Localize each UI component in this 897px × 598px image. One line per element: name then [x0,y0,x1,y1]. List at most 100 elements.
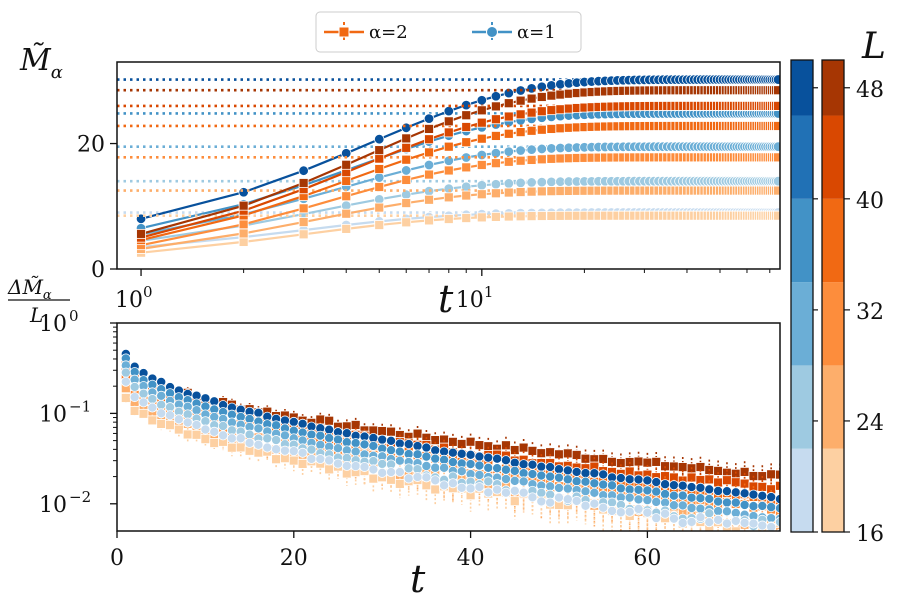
bottom-point [350,438,361,449]
top-point [773,152,780,163]
bottom-point [253,407,264,418]
bottom-point [341,460,352,471]
top-point [374,164,385,174]
bottom-point [465,436,476,447]
bottom-point [377,467,388,478]
legend-alpha1-label: α=1 [517,22,556,43]
bottom-point [500,455,511,466]
top-point [536,124,547,135]
colorbar-tick-label: 24 [856,411,884,436]
bottom-point [297,447,308,458]
top-point [536,92,547,102]
top-point [526,186,537,197]
bottom-point [545,481,556,492]
bottom-point [209,411,220,422]
top-ylabel-sub: α [51,62,63,83]
bottom-point [624,506,635,517]
top-point [491,211,501,222]
bottom-point [120,367,131,378]
bottom-point [757,490,768,501]
top-point [503,128,514,139]
colorbars: 48 40 32 24 16 L [790,26,886,547]
bottom-point [775,494,780,505]
bottom-point [456,448,467,459]
bottom-point [580,453,591,464]
bottom-point [483,441,494,452]
bottom-ylabel-num: ΔM̃α [7,275,52,303]
bottom-point [120,393,131,403]
bottom-series-10 [120,376,780,531]
bottom-point [492,453,503,464]
bottom-point [156,399,167,410]
bottom-point [324,433,335,444]
top-point [503,211,514,222]
bottom-point [757,520,768,531]
bottom-point [536,487,547,498]
colorbar-orange-segment [822,60,844,116]
bottom-point [668,513,679,524]
bottom-point [288,455,299,466]
top-point [546,105,557,116]
bottom-point [668,480,679,491]
legend-alpha2-marker [324,22,364,42]
bottom-point [377,426,388,436]
top-point [461,152,472,163]
bottom-point [607,456,617,467]
bottom-point [730,487,741,498]
bottom-point [775,469,780,480]
bottom-point [518,476,529,487]
bottom-point [607,497,618,508]
bottom-point [766,469,777,480]
top-point [491,114,501,125]
top-point [401,154,412,165]
top-point [401,142,412,153]
top-point [298,229,309,240]
top-point [555,123,566,134]
bottom-point [642,475,653,486]
top-series-7 [117,152,780,251]
top-point [401,165,412,176]
bottom-point [651,456,662,467]
bottom-point [474,460,485,471]
bottom-point [492,484,503,495]
bottom-point [615,507,626,518]
bottom-point [218,420,229,431]
top-xtick-label: 101 [456,283,494,313]
top-point [503,178,514,189]
bottom-point [527,445,538,456]
bottom-point [571,466,582,477]
bottom-point [536,470,547,481]
colorbar-orange-segment [822,115,844,199]
bottom-point [324,455,335,466]
top-point [546,143,557,154]
bottom-point [439,446,450,457]
top-point [476,95,488,106]
top-point [555,186,566,196]
bottom-point [562,474,573,485]
top-point [536,211,547,221]
colorbar-ticks: 48 40 32 24 16 [813,78,884,547]
top-xlabel: t [438,277,454,321]
top-point [424,147,434,158]
bottom-point [518,487,529,498]
bottom-point [607,505,618,516]
top-data-layer [117,74,780,258]
top-point [526,125,537,136]
top-point [476,189,487,200]
top-point [503,111,514,122]
top-point [526,83,537,94]
bottom-point [200,424,211,435]
bottom-point [191,419,202,430]
top-point [238,200,249,211]
bottom-point [527,459,538,470]
top-point [476,117,487,128]
top-ytick-label: 20 [77,133,105,158]
top-point [526,107,537,118]
bottom-point [757,500,768,511]
bottom-point [271,420,282,431]
bottom-point [509,475,520,486]
colorbar-blue-segment [791,115,813,199]
bottom-point [695,512,706,523]
